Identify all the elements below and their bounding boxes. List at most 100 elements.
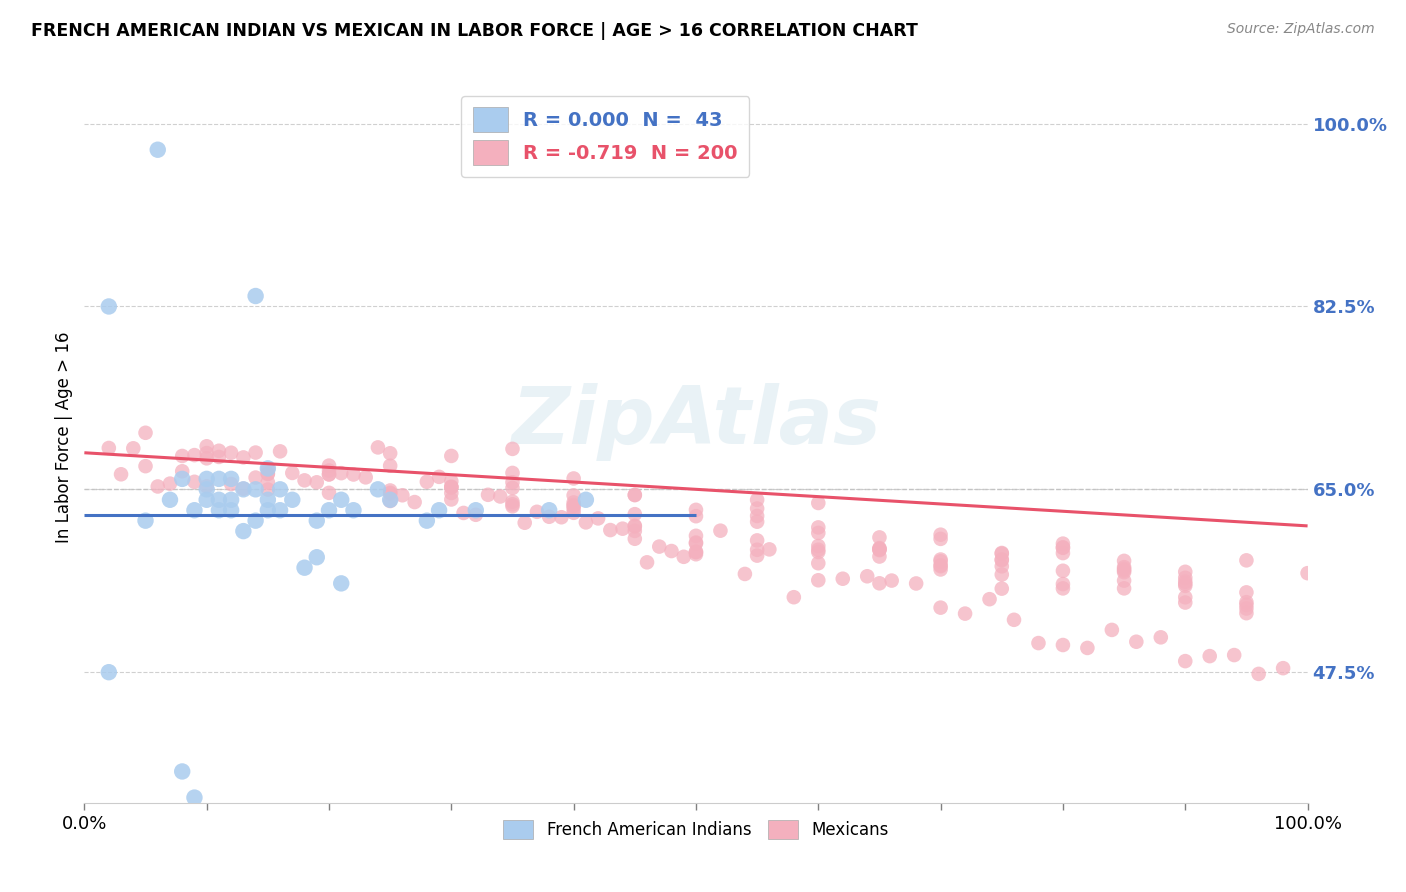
Point [172, 472, 194, 486]
Point [869, 541, 891, 556]
Point [1125, 634, 1147, 648]
Point [1052, 638, 1074, 652]
Point [219, 503, 242, 517]
Point [685, 536, 707, 550]
Point [783, 591, 806, 605]
Point [257, 467, 280, 481]
Point [747, 501, 769, 516]
Point [869, 543, 891, 558]
Point [367, 441, 389, 455]
Point [232, 450, 254, 465]
Point [575, 516, 598, 530]
Point [869, 541, 891, 555]
Point [146, 143, 169, 157]
Point [905, 576, 928, 591]
Point [869, 530, 891, 544]
Point [562, 471, 585, 485]
Point [513, 516, 536, 530]
Point [929, 554, 952, 568]
Point [586, 511, 609, 525]
Point [538, 509, 561, 524]
Point [807, 556, 830, 570]
Point [1052, 577, 1074, 591]
Point [380, 494, 402, 508]
Point [489, 490, 512, 504]
Point [562, 500, 585, 514]
Point [135, 459, 157, 474]
Point [685, 529, 707, 543]
Point [562, 488, 585, 502]
Point [929, 558, 952, 573]
Point [195, 439, 218, 453]
Point [354, 470, 377, 484]
Point [257, 492, 280, 507]
Point [624, 532, 647, 546]
Point [1272, 661, 1295, 675]
Point [453, 506, 475, 520]
Point [208, 443, 231, 458]
Point [245, 470, 267, 484]
Point [440, 480, 463, 494]
Point [110, 467, 132, 482]
Point [1114, 562, 1136, 576]
Point [747, 508, 769, 523]
Point [562, 495, 585, 509]
Point [219, 477, 242, 491]
Point [269, 444, 291, 458]
Point [562, 498, 585, 512]
Point [440, 480, 463, 494]
Point [747, 549, 769, 563]
Point [257, 467, 280, 481]
Point [380, 446, 402, 460]
Point [245, 289, 267, 303]
Point [624, 488, 647, 502]
Point [1002, 613, 1025, 627]
Point [440, 480, 463, 494]
Point [502, 500, 524, 514]
Point [380, 483, 402, 498]
Point [257, 461, 280, 475]
Point [135, 425, 157, 440]
Point [1114, 574, 1136, 588]
Text: ZipAtlas: ZipAtlas [510, 384, 882, 461]
Point [807, 545, 830, 559]
Point [526, 505, 548, 519]
Point [380, 485, 402, 500]
Point [502, 481, 524, 495]
Point [624, 524, 647, 538]
Point [685, 545, 707, 559]
Point [257, 475, 280, 490]
Point [245, 483, 267, 497]
Point [281, 466, 304, 480]
Point [380, 486, 402, 500]
Point [318, 458, 340, 473]
Point [195, 483, 218, 497]
Point [257, 462, 280, 476]
Point [807, 539, 830, 553]
Point [1247, 666, 1270, 681]
Point [1236, 598, 1258, 612]
Point [318, 467, 340, 482]
Point [135, 514, 157, 528]
Point [1076, 640, 1098, 655]
Point [1114, 565, 1136, 579]
Point [538, 503, 561, 517]
Point [232, 524, 254, 538]
Point [709, 524, 731, 538]
Point [183, 475, 205, 489]
Point [1174, 579, 1197, 593]
Point [257, 503, 280, 517]
Point [416, 514, 439, 528]
Point [747, 533, 769, 548]
Point [219, 472, 242, 486]
Point [232, 483, 254, 497]
Point [831, 572, 853, 586]
Point [464, 503, 486, 517]
Point [195, 446, 218, 460]
Point [269, 503, 291, 517]
Point [380, 458, 402, 473]
Point [183, 790, 205, 805]
Point [929, 562, 952, 576]
Point [1236, 553, 1258, 567]
Point [929, 552, 952, 566]
